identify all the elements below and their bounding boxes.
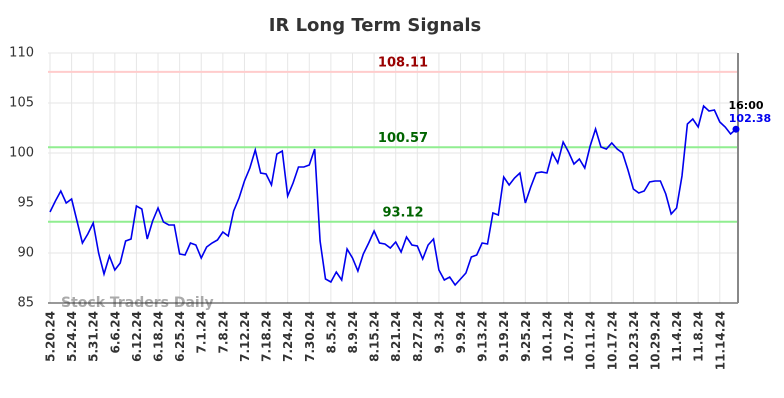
signal-label: 93.12 <box>382 205 423 220</box>
x-tick-label: 8.5.24 <box>324 311 338 354</box>
last-time: 16:00 <box>728 99 763 112</box>
x-tick-label: 10.7.24 <box>562 311 576 362</box>
signal-label: 100.57 <box>378 131 428 146</box>
x-tick-label: 8.9.24 <box>346 311 360 354</box>
x-tick-label: 9.9.24 <box>454 311 468 354</box>
x-tick-label: 7.1.24 <box>195 311 209 354</box>
x-tick-label: 7.12.24 <box>238 311 252 362</box>
x-tick-label: 11.4.24 <box>670 311 684 362</box>
x-tick-label: 11.14.24 <box>713 311 727 370</box>
x-tick-label: 5.24.24 <box>65 311 79 362</box>
x-tick-label: 7.8.24 <box>216 311 230 354</box>
y-tick-label: 85 <box>17 296 34 311</box>
x-tick-label: 9.25.24 <box>519 311 533 362</box>
x-tick-label: 6.18.24 <box>152 311 166 362</box>
x-tick-label: 10.23.24 <box>627 311 641 370</box>
x-tick-label: 11.8.24 <box>692 311 706 362</box>
x-tick-label: 10.29.24 <box>648 311 662 370</box>
x-tick-label: 6.12.24 <box>130 311 144 362</box>
x-tick-label: 10.17.24 <box>605 311 619 370</box>
y-tick-label: 95 <box>17 196 34 211</box>
last-point <box>732 125 740 133</box>
x-tick-label: 10.11.24 <box>584 311 598 370</box>
x-tick-label: 5.31.24 <box>87 311 101 362</box>
x-tick-label: 8.27.24 <box>411 311 425 362</box>
x-tick-label: 6.6.24 <box>108 311 122 354</box>
x-tick-label: 9.3.24 <box>432 311 446 354</box>
x-tick-label: 10.1.24 <box>540 311 554 362</box>
x-tick-label: 9.13.24 <box>476 311 490 362</box>
x-tick-label: 9.19.24 <box>497 311 511 362</box>
x-tick-label: 7.18.24 <box>260 311 274 362</box>
y-tick-label: 100 <box>9 146 34 161</box>
x-tick-label: 6.25.24 <box>173 311 187 362</box>
price-line <box>49 104 737 287</box>
x-tick-label: 7.30.24 <box>303 311 317 362</box>
signal-label: 108.11 <box>378 55 428 70</box>
y-tick-label: 110 <box>9 46 34 61</box>
y-tick-label: 105 <box>9 96 34 111</box>
chart-title: IR Long Term Signals <box>269 15 481 36</box>
last-value: 102.38 <box>729 112 771 125</box>
x-tick-label: 7.24.24 <box>281 311 295 362</box>
y-tick-label: 90 <box>17 246 34 261</box>
x-tick-label: 8.15.24 <box>368 311 382 362</box>
x-tick-label: 8.21.24 <box>389 311 403 362</box>
x-tick-label: 5.20.24 <box>44 311 58 362</box>
